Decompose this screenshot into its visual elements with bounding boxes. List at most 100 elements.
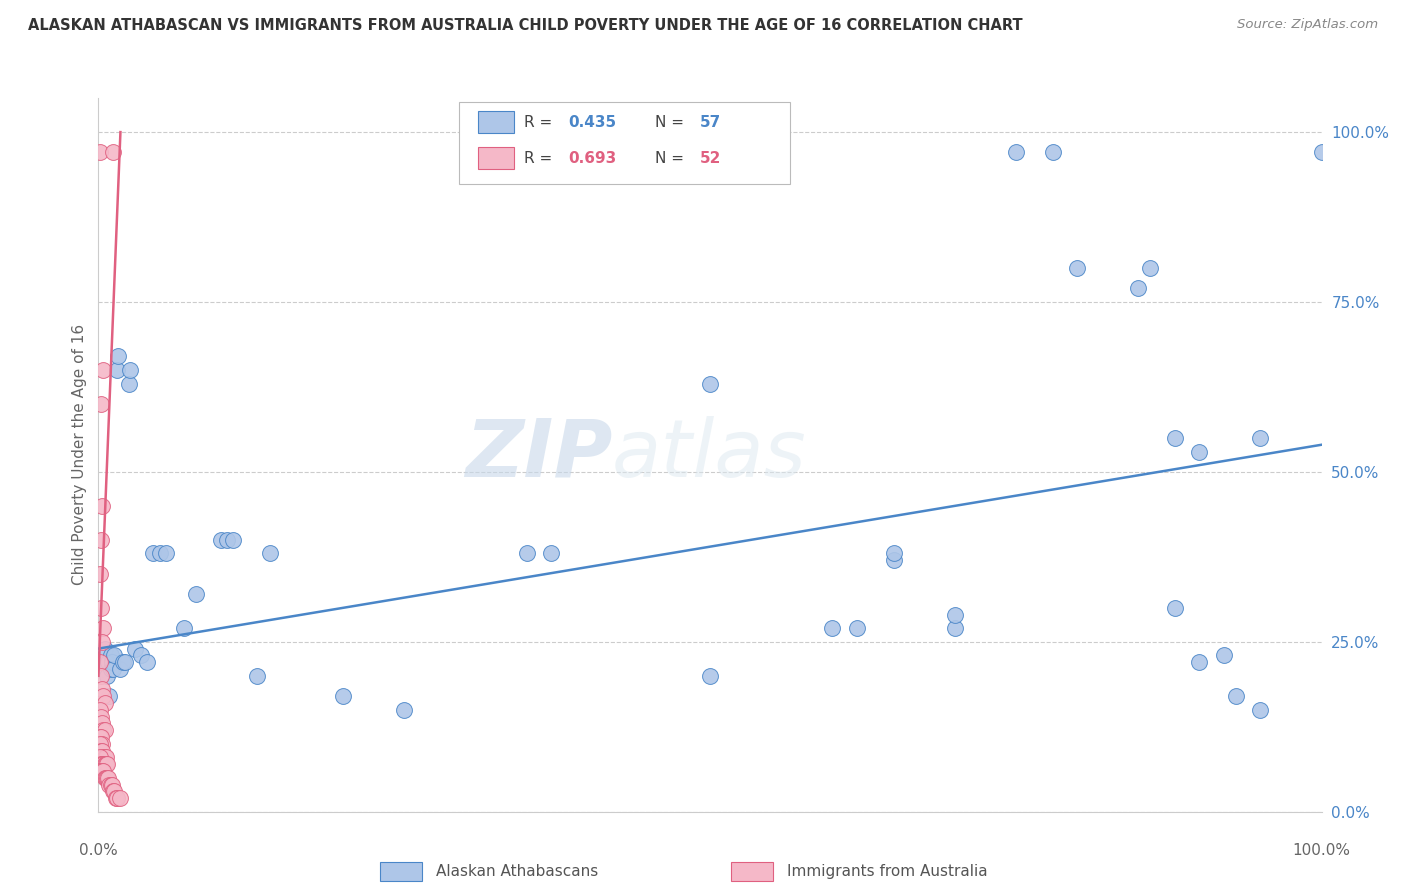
- Point: [1188, 655, 1211, 669]
- Point: [332, 689, 354, 703]
- Text: 0.693: 0.693: [568, 151, 616, 166]
- Point: [91, 723, 114, 738]
- Point: [114, 655, 136, 669]
- Point: [90, 397, 112, 411]
- Point: [821, 621, 844, 635]
- Point: [89, 764, 111, 778]
- Point: [1066, 260, 1088, 275]
- Y-axis label: Child Poverty Under the Age of 16: Child Poverty Under the Age of 16: [72, 325, 87, 585]
- Point: [149, 546, 172, 560]
- Point: [118, 376, 141, 391]
- Point: [111, 655, 134, 669]
- Text: ZIP: ZIP: [465, 416, 612, 494]
- Point: [1139, 260, 1161, 275]
- Point: [96, 669, 118, 683]
- FancyBboxPatch shape: [478, 147, 515, 169]
- Point: [91, 757, 114, 772]
- Point: [103, 648, 125, 663]
- Point: [98, 778, 121, 792]
- Point: [1249, 703, 1271, 717]
- Point: [91, 764, 114, 778]
- Point: [110, 791, 132, 805]
- Point: [94, 757, 117, 772]
- Text: Immigrants from Australia: Immigrants from Australia: [787, 864, 988, 879]
- Point: [222, 533, 245, 547]
- Point: [105, 791, 128, 805]
- Point: [90, 764, 112, 778]
- Text: 0.435: 0.435: [568, 114, 616, 129]
- Point: [1164, 600, 1187, 615]
- Point: [103, 784, 125, 798]
- Point: [91, 682, 114, 697]
- Point: [94, 750, 117, 764]
- Point: [101, 778, 124, 792]
- Point: [101, 655, 124, 669]
- Point: [91, 757, 114, 772]
- Point: [1249, 431, 1271, 445]
- Point: [91, 737, 114, 751]
- Text: ALASKAN ATHABASCAN VS IMMIGRANTS FROM AUSTRALIA CHILD POVERTY UNDER THE AGE OF 1: ALASKAN ATHABASCAN VS IMMIGRANTS FROM AU…: [28, 18, 1022, 33]
- Point: [93, 771, 115, 785]
- Point: [943, 607, 966, 622]
- Text: 52: 52: [700, 151, 721, 166]
- Point: [107, 350, 129, 364]
- Point: [105, 363, 128, 377]
- Point: [100, 648, 122, 663]
- Point: [91, 363, 114, 377]
- Point: [155, 546, 177, 560]
- Point: [91, 716, 114, 731]
- Point: [90, 600, 112, 615]
- Text: R =: R =: [524, 151, 557, 166]
- Point: [93, 723, 115, 738]
- Text: N =: N =: [655, 151, 689, 166]
- Point: [1004, 145, 1026, 160]
- Point: [91, 621, 114, 635]
- Point: [209, 533, 232, 547]
- Point: [1225, 689, 1247, 703]
- Point: [104, 791, 127, 805]
- Text: 57: 57: [700, 114, 721, 129]
- Point: [93, 750, 115, 764]
- Point: [259, 546, 281, 560]
- Text: Alaskan Athabascans: Alaskan Athabascans: [436, 864, 598, 879]
- Point: [1212, 648, 1234, 663]
- Point: [89, 566, 111, 581]
- Point: [91, 764, 114, 778]
- Point: [97, 655, 120, 669]
- Point: [699, 376, 721, 391]
- FancyBboxPatch shape: [478, 112, 515, 133]
- Point: [246, 669, 269, 683]
- Point: [173, 621, 195, 635]
- Point: [94, 655, 117, 669]
- Point: [91, 743, 114, 757]
- Point: [90, 709, 112, 723]
- Point: [93, 757, 115, 772]
- Point: [124, 641, 146, 656]
- Text: atlas: atlas: [612, 416, 807, 494]
- Point: [845, 621, 868, 635]
- Point: [120, 363, 142, 377]
- Point: [91, 635, 114, 649]
- Point: [215, 533, 238, 547]
- Point: [91, 499, 114, 513]
- Point: [101, 784, 124, 798]
- Point: [96, 757, 118, 772]
- Point: [89, 655, 111, 669]
- Point: [1164, 431, 1187, 445]
- Point: [90, 757, 112, 772]
- Text: R =: R =: [524, 114, 557, 129]
- Point: [1128, 281, 1150, 295]
- Point: [90, 669, 112, 683]
- Point: [94, 771, 117, 785]
- Point: [101, 145, 124, 160]
- Text: N =: N =: [655, 114, 689, 129]
- Point: [883, 553, 905, 567]
- Text: 0.0%: 0.0%: [79, 843, 118, 858]
- Point: [98, 689, 121, 703]
- Point: [392, 703, 416, 717]
- Point: [1188, 444, 1211, 458]
- Point: [943, 621, 966, 635]
- Point: [1310, 145, 1333, 160]
- Point: [89, 703, 111, 717]
- Point: [186, 587, 208, 601]
